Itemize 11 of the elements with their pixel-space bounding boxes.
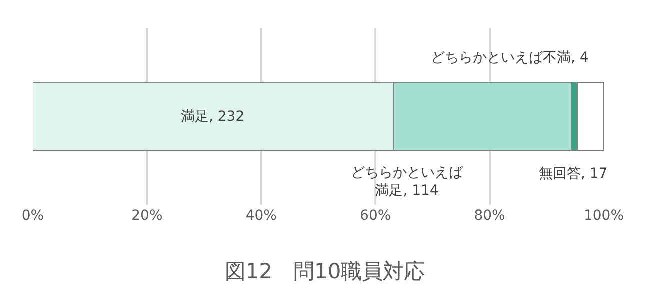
text: 満足, 232 [181,109,245,125]
x-tick-label: 0% [22,208,44,224]
text: どちらかといえば満足, 114 [351,165,463,200]
x-tick-label: 60% [360,208,392,224]
x-tick-label: 40% [246,208,277,224]
x-tick-label: 100% [584,208,624,224]
text: 無回答, 17 [539,166,608,182]
x-tick-label: 20% [132,208,163,224]
text: 図12 問10職員対応 [224,259,426,284]
x-tick-label: 80% [474,208,506,224]
text: どちらかといえば不満, 4 [431,50,589,66]
